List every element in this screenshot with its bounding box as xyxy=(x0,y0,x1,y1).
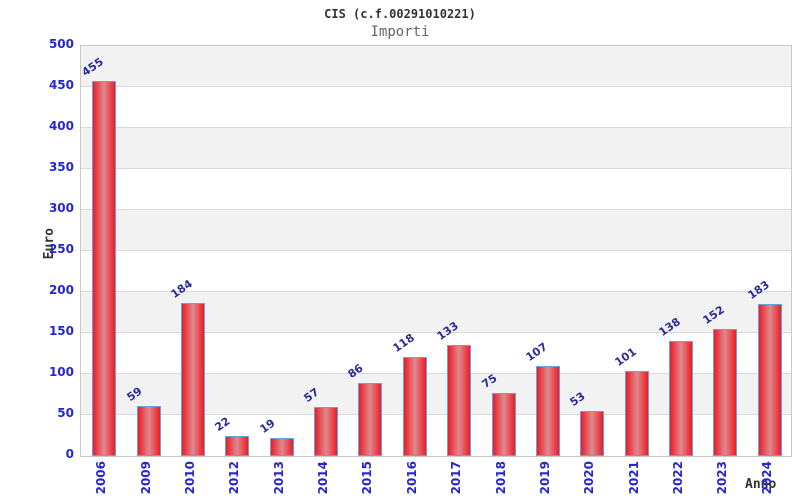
x-tick-2017: 2017 xyxy=(449,461,464,495)
x-tick-2015: 2015 xyxy=(360,461,375,495)
bar-2018 xyxy=(492,393,516,456)
chart-title: CIS (c.f.00291010221) xyxy=(324,7,476,21)
plot-area: 455 59 184 22 19 57 86 118 133 75 107 53 101 138 152 18… xyxy=(80,45,792,457)
bar-2013 xyxy=(270,438,294,456)
x-tick-2024: 2024 xyxy=(759,461,774,495)
y-tick-50: 50 xyxy=(57,406,74,420)
gridline xyxy=(81,250,791,251)
bar-2021 xyxy=(625,371,649,456)
plot-band xyxy=(81,169,791,210)
x-tick-2012: 2012 xyxy=(227,461,242,495)
gridline xyxy=(81,127,791,128)
y-tick-200: 200 xyxy=(48,283,74,297)
y-tick-400: 400 xyxy=(48,119,74,133)
x-tick-2018: 2018 xyxy=(493,461,508,495)
gridline xyxy=(81,291,791,292)
bar-2017 xyxy=(447,345,471,456)
x-tick-2013: 2013 xyxy=(271,461,286,495)
bar-2010 xyxy=(181,303,205,456)
bar-2023 xyxy=(713,329,737,456)
chart-subtitle: Importi xyxy=(370,24,430,40)
y-tick-500: 500 xyxy=(48,37,74,51)
y-tick-0: 0 xyxy=(65,447,74,461)
bar-2012 xyxy=(225,436,249,456)
bar-2019 xyxy=(536,366,560,456)
plot-band xyxy=(81,128,791,169)
gridline xyxy=(81,373,791,374)
plot-band xyxy=(81,46,791,87)
x-tick-2022: 2022 xyxy=(671,461,686,495)
x-tick-2016: 2016 xyxy=(404,461,419,495)
bar-2006 xyxy=(92,81,116,456)
gridline xyxy=(81,414,791,415)
bar-2015 xyxy=(358,383,382,456)
bar-2014 xyxy=(314,407,338,456)
x-tick-2014: 2014 xyxy=(316,461,331,495)
bar-2016 xyxy=(403,357,427,456)
bar-2020 xyxy=(580,411,604,456)
bar-2009 xyxy=(137,406,161,456)
y-tick-150: 150 xyxy=(48,324,74,338)
plot-band xyxy=(81,210,791,251)
x-tick-2010: 2010 xyxy=(182,461,197,495)
x-tick-2020: 2020 xyxy=(582,461,597,495)
x-tick-2006: 2006 xyxy=(94,461,109,495)
gridline xyxy=(81,168,791,169)
x-tick-2021: 2021 xyxy=(626,461,641,495)
y-tick-250: 250 xyxy=(48,242,74,256)
gridline xyxy=(81,209,791,210)
y-tick-350: 350 xyxy=(48,160,74,174)
gridline xyxy=(81,332,791,333)
gridline xyxy=(81,86,791,87)
x-tick-2023: 2023 xyxy=(715,461,730,495)
x-tick-2009: 2009 xyxy=(138,461,153,495)
bar-2024 xyxy=(758,304,782,456)
y-tick-100: 100 xyxy=(48,365,74,379)
y-tick-300: 300 xyxy=(48,201,74,215)
plot-band xyxy=(81,87,791,128)
plot-band xyxy=(81,251,791,292)
x-axis-title: Anno xyxy=(745,477,777,492)
bar-2022 xyxy=(669,341,693,456)
x-tick-2019: 2019 xyxy=(537,461,552,495)
y-tick-450: 450 xyxy=(48,78,74,92)
